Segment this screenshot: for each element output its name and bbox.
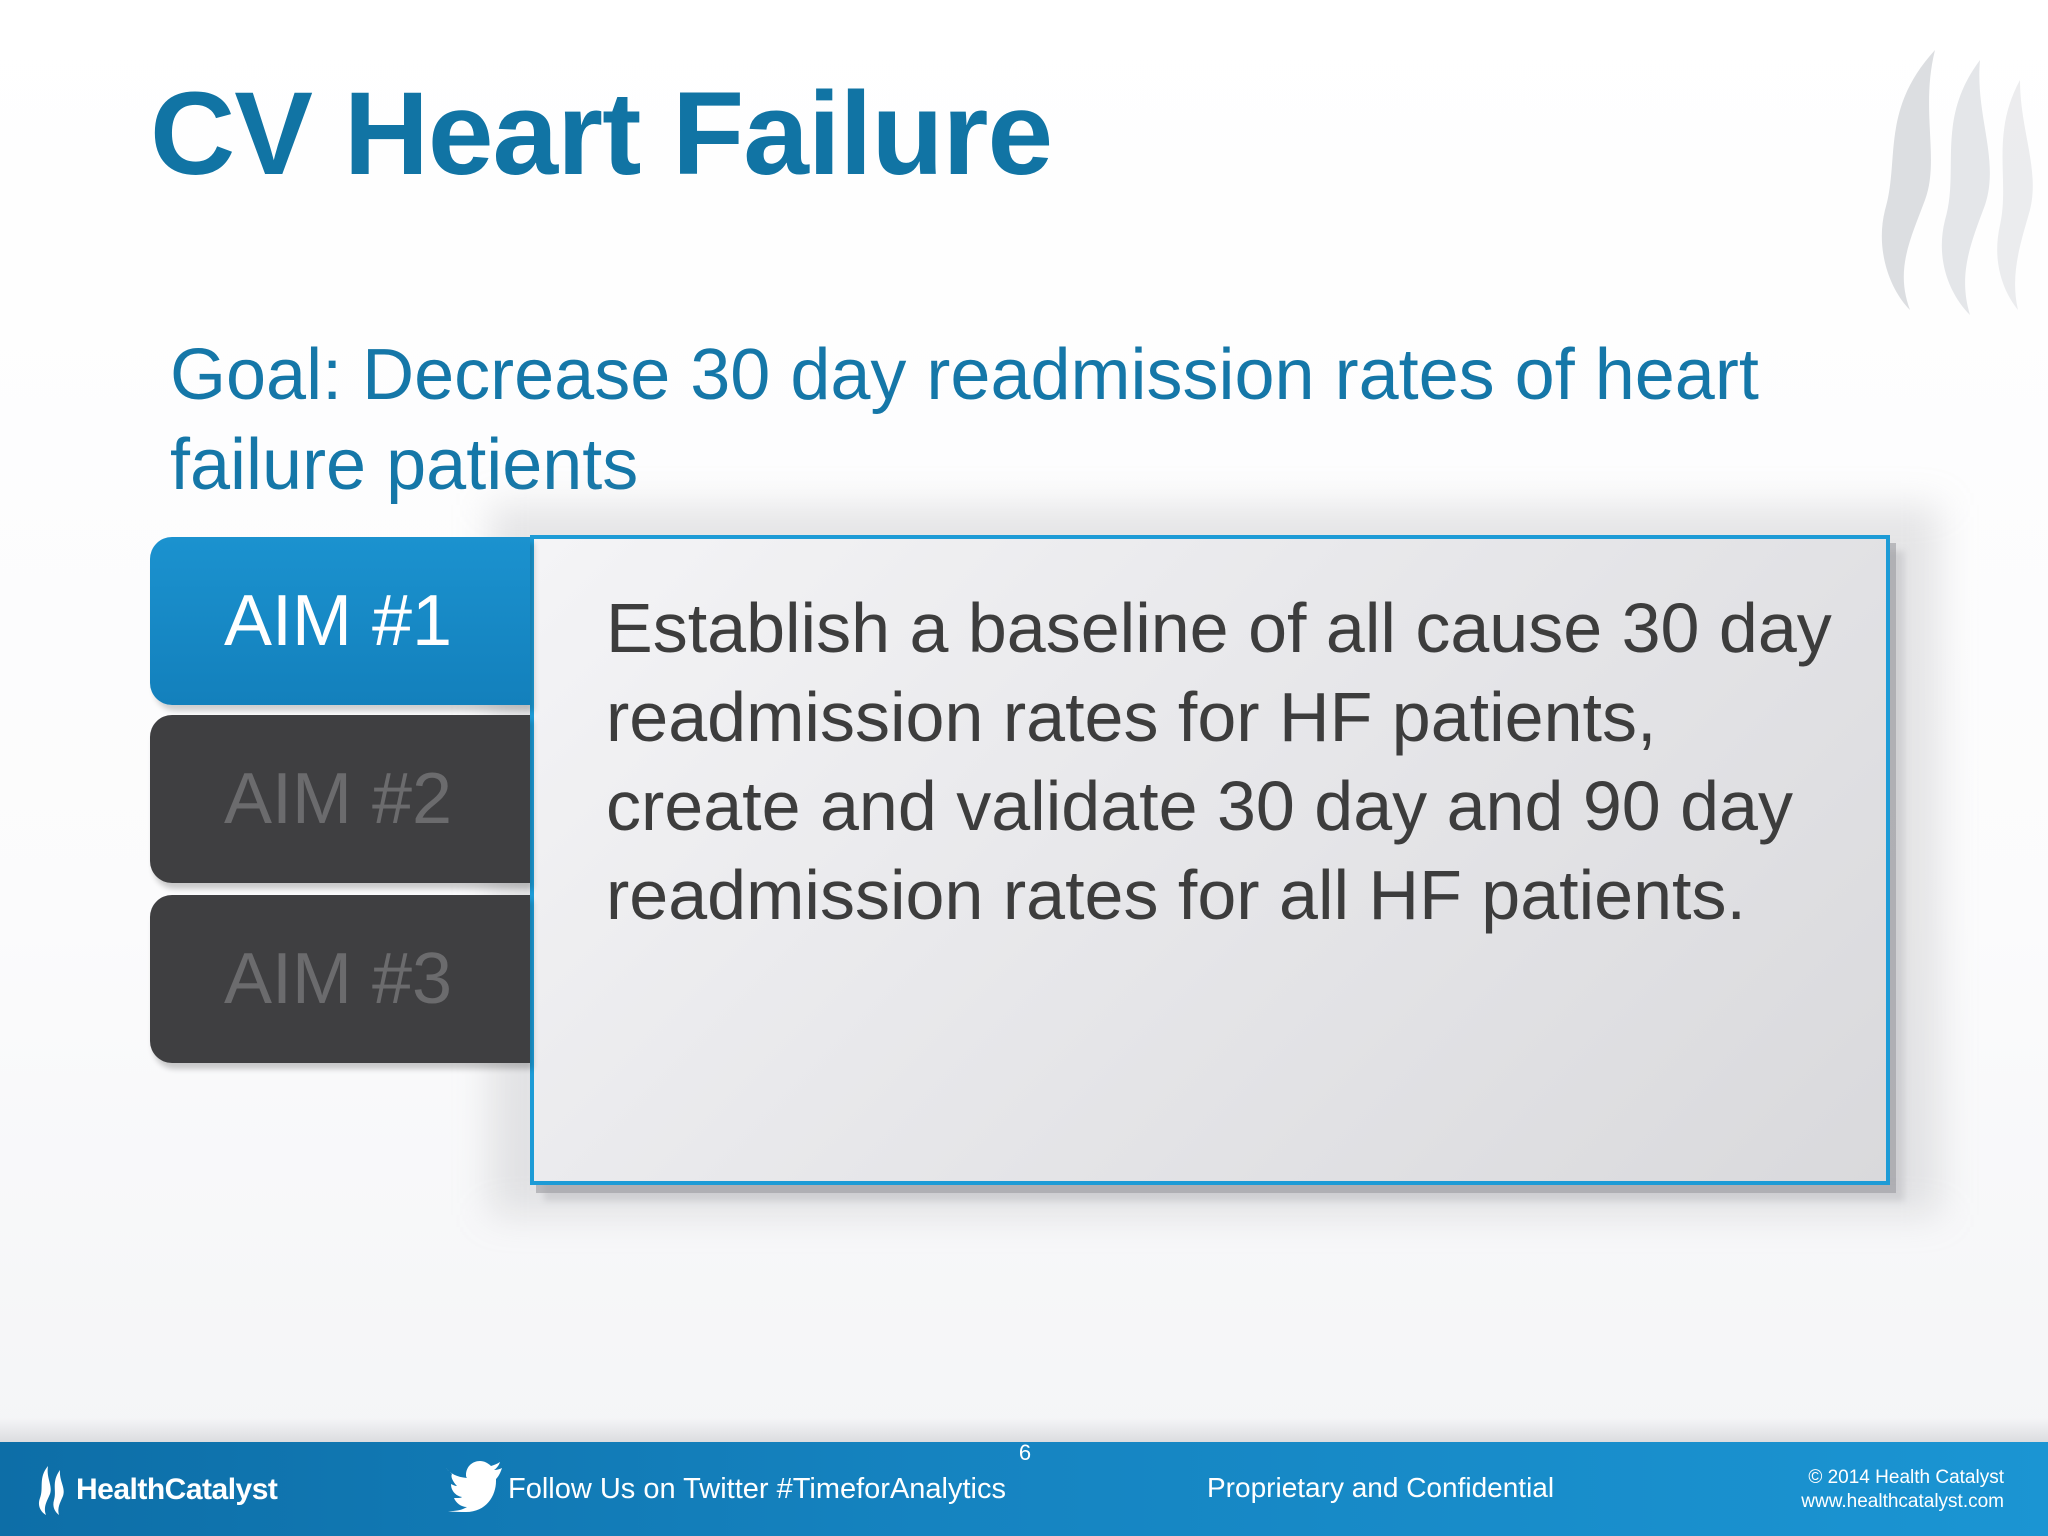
- page-number: 6: [1018, 1440, 1032, 1465]
- tab-aim-3[interactable]: AIM #3: [150, 895, 530, 1063]
- health-catalyst-logo: HealthCatalyst: [36, 1464, 278, 1516]
- flame-watermark-icon: [1881, 50, 2033, 315]
- footer-bar: HealthCatalyst Follow Us on Twitter #Tim…: [0, 1442, 2048, 1536]
- footer-divider: [0, 1418, 2048, 1442]
- twitter-follow[interactable]: Follow Us on Twitter #TimeforAnalytics: [446, 1460, 1006, 1512]
- website-link[interactable]: www.healthcatalyst.com: [1801, 1491, 2004, 1512]
- health-catalyst-flame-icon: [38, 1466, 64, 1515]
- confidential-label: Proprietary and Confidential: [1207, 1472, 1555, 1503]
- copyright-text: © 2014 Health Catalyst: [1808, 1467, 2004, 1488]
- tab-aim-2[interactable]: AIM #2: [150, 715, 530, 883]
- logo-text: HealthCatalyst: [76, 1473, 278, 1506]
- slide-title: CV Heart Failure: [150, 68, 1053, 200]
- tab-aim-1[interactable]: AIM #1: [150, 537, 530, 705]
- copyright-block: © 2014 Health Catalyst www.healthcatalys…: [1801, 1466, 2004, 1514]
- aim-content-panel: Establish a baseline of all cause 30 day…: [530, 535, 1890, 1185]
- twitter-follow-text: Follow Us on Twitter #TimeforAnalytics: [508, 1472, 1006, 1505]
- twitter-bird-icon: [446, 1461, 502, 1512]
- aim-content-text: Establish a baseline of all cause 30 day…: [606, 589, 1832, 934]
- goal-statement: Goal: Decrease 30 day readmission rates …: [170, 335, 1759, 505]
